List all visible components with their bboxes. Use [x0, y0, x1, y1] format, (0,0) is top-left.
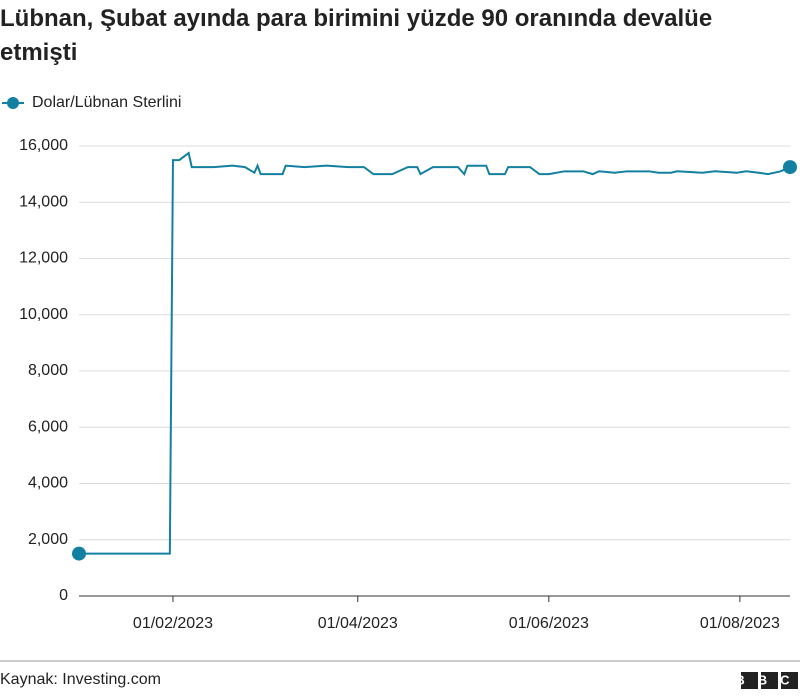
logo-text: BBC — [735, 672, 800, 687]
y-tick-label: 12,000 — [19, 250, 68, 267]
y-tick-label: 14,000 — [19, 193, 68, 210]
legend-marker — [7, 97, 19, 109]
y-tick-label: 16,000 — [19, 137, 68, 154]
end-marker — [72, 546, 86, 561]
y-tick-label: 2,000 — [28, 531, 68, 548]
end-marker — [783, 160, 797, 175]
x-tick-label: 01/02/2023 — [133, 615, 213, 632]
source: Kaynak: Investing.com — [0, 671, 161, 688]
y-tick-label: 8,000 — [28, 362, 68, 379]
legend-label: Dolar/Lübnan Sterlini — [32, 94, 181, 111]
y-tick-label: 0 — [59, 587, 68, 604]
bbc-logo — [741, 672, 798, 689]
y-tick-label: 4,000 — [28, 475, 68, 492]
x-tick-label: 01/04/2023 — [318, 615, 398, 632]
x-tick-label: 01/06/2023 — [509, 615, 589, 632]
chart-title: Lübnan, Şubat ayında para birimini yüzde… — [0, 5, 713, 66]
y-tick-label: 6,000 — [28, 418, 68, 435]
x-tick-label: 01/08/2023 — [700, 615, 780, 632]
series-line — [79, 151, 791, 555]
y-tick-label: 10,000 — [19, 306, 68, 323]
